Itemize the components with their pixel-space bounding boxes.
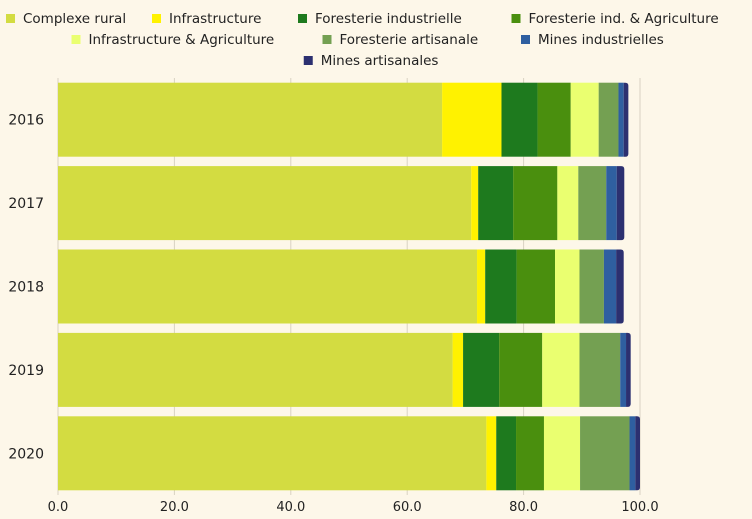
bar-segment-infrastructure [477, 249, 486, 324]
bar-segment-infrastructure-agriculture [542, 332, 580, 407]
legend-item-complexe-rural: Complexe rural [6, 11, 126, 27]
x-tick-label: 0.0 [48, 500, 69, 515]
y-tick-label: 2018 [8, 280, 44, 296]
bar-segment-foresterie-artisanale [580, 416, 630, 491]
x-tick-label: 60.0 [393, 500, 422, 515]
bar-segment-complexe-rural [58, 82, 443, 157]
bar-segment-mines-artisanales [635, 416, 640, 491]
bar-segment-foresterie-industrielle [496, 416, 517, 491]
x-axis: 0.0 20.0 40.0 60.0 80.0 100.0 [48, 500, 659, 515]
bar-segment-mines-industrielles [603, 249, 617, 324]
legend-item-foresterie-industrielle: Foresterie industrielle [298, 11, 462, 27]
legend-item-foresterie-ind-agriculture: Foresterie ind. & Agriculture [511, 11, 719, 27]
bar-segment-mines-industrielles [620, 332, 627, 407]
bar-segment-infrastructure [471, 166, 479, 241]
x-tick-label: 20.0 [160, 500, 189, 515]
legend-swatch [303, 56, 313, 65]
legend-swatch [322, 35, 332, 44]
legend-label: Foresterie artisanale [340, 32, 479, 48]
legend-label: Foresterie industrielle [315, 11, 462, 27]
y-tick-label: 2017 [8, 196, 44, 212]
bar-segment-mines-artisanales [626, 332, 631, 407]
bar-segment-foresterie-ind-agriculture [516, 249, 556, 324]
y-tick-label: 2020 [8, 446, 44, 462]
bar-segment-foresterie-ind-agriculture [516, 416, 544, 491]
bar-segment-foresterie-ind-agriculture [499, 332, 543, 407]
y-axis: 2016 2017 2018 2019 2020 [8, 113, 44, 463]
legend-label: Infrastructure [169, 11, 261, 27]
legend-item-infrastructure-agriculture: Infrastructure & Agriculture [71, 32, 275, 48]
bar-group-2017 [58, 166, 625, 241]
y-tick-label: 2019 [8, 363, 44, 379]
bar-segment-mines-artisanales [616, 166, 625, 241]
bar-segment-infrastructure-agriculture [570, 82, 599, 157]
bar-segment-foresterie-artisanale [579, 332, 621, 407]
bar-segment-foresterie-industrielle [478, 166, 514, 241]
bar-segment-infrastructure [486, 416, 497, 491]
x-tick-label: 40.0 [276, 500, 305, 515]
bar-segment-infrastructure-agriculture [555, 249, 580, 324]
legend-swatch [298, 14, 307, 23]
legend-swatch [521, 35, 530, 44]
legend-label: Complexe rural [23, 11, 126, 27]
bar-segment-mines-industrielles [618, 82, 624, 157]
bar-segment-complexe-rural [58, 332, 453, 407]
bar-segment-infrastructure-agriculture [543, 416, 581, 491]
bar-segment-mines-industrielles [629, 416, 636, 491]
legend-label: Foresterie ind. & Agriculture [529, 11, 719, 27]
bar-group-2020 [58, 416, 640, 491]
bar-group-2016 [58, 82, 629, 157]
bar-segment-foresterie-ind-agriculture [537, 82, 571, 157]
bar-segment-foresterie-industrielle [463, 332, 500, 407]
legend-label: Mines artisanales [321, 53, 439, 69]
legend-swatch [152, 14, 161, 23]
bar-group-2018 [58, 249, 624, 324]
bar-segment-complexe-rural [58, 166, 472, 241]
legend: Complexe rural Infrastructure Foresterie i… [6, 11, 719, 69]
bar-segment-foresterie-ind-agriculture [513, 166, 558, 241]
legend-item-infrastructure: Infrastructure [152, 11, 261, 27]
legend-swatch [71, 35, 81, 44]
bar-group-2019 [58, 332, 631, 407]
bars [58, 82, 640, 491]
bar-segment-mines-artisanales [623, 82, 629, 157]
legend-item-mines-artisanales: Mines artisanales [303, 53, 439, 69]
legend-item-foresterie-artisanale: Foresterie artisanale [322, 32, 479, 48]
bar-segment-mines-industrielles [606, 166, 617, 241]
bar-segment-infrastructure [442, 82, 502, 157]
bar-segment-complexe-rural [58, 416, 487, 491]
x-tick-label: 100.0 [621, 500, 658, 515]
bar-segment-infrastructure [452, 332, 464, 407]
bar-segment-complexe-rural [58, 249, 478, 324]
bar-segment-foresterie-industrielle [485, 249, 517, 324]
bar-segment-mines-artisanales [616, 249, 624, 324]
bar-segment-foresterie-artisanale [598, 82, 619, 157]
bar-segment-foresterie-industrielle [501, 82, 538, 157]
legend-swatch [6, 14, 15, 23]
bar-segment-foresterie-artisanale [578, 166, 607, 241]
y-tick-label: 2016 [8, 113, 44, 129]
x-tick-label: 80.0 [509, 500, 538, 515]
legend-label: Infrastructure & Agriculture [89, 32, 275, 48]
bar-segment-infrastructure-agriculture [557, 166, 579, 241]
legend-item-mines-industrielles: Mines industrielles [521, 32, 664, 48]
bar-segment-foresterie-artisanale [579, 249, 604, 324]
legend-label: Mines industrielles [538, 32, 664, 48]
legend-swatch [511, 14, 521, 23]
